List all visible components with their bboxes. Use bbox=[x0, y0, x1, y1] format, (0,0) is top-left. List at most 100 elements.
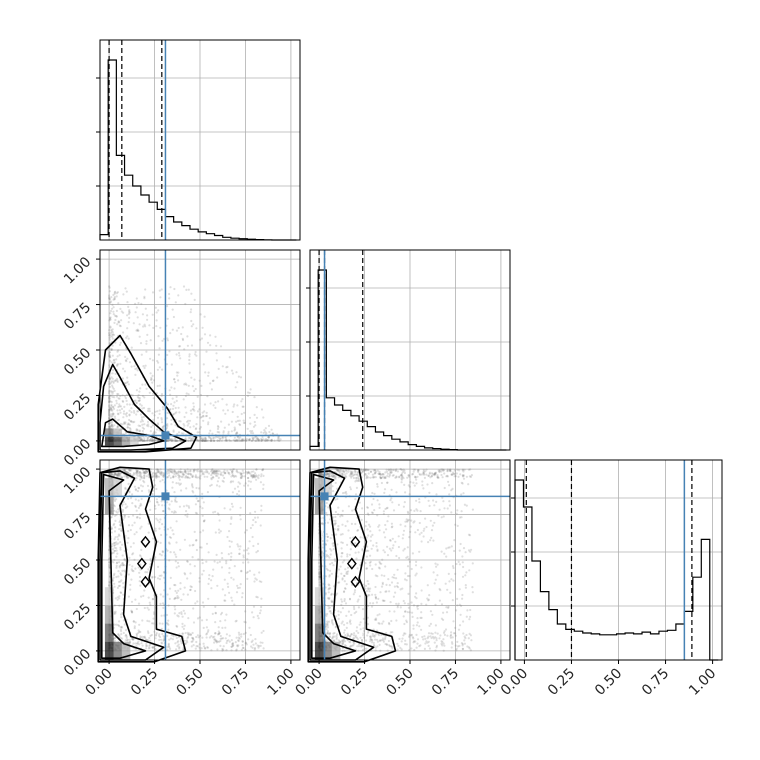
scatter-point bbox=[241, 469, 244, 472]
scatter-point bbox=[123, 564, 126, 567]
scatter-point bbox=[359, 536, 362, 539]
scatter-point bbox=[417, 604, 420, 607]
scatter-point bbox=[110, 380, 113, 383]
scatter-point bbox=[108, 584, 111, 587]
scatter-point bbox=[108, 355, 111, 358]
scatter-point bbox=[108, 334, 111, 337]
scatter-point bbox=[195, 486, 198, 490]
scatter-point bbox=[115, 377, 119, 380]
scatter-point bbox=[121, 423, 124, 426]
scatter-point bbox=[340, 622, 343, 625]
scatter-point bbox=[230, 517, 233, 520]
scatter-point bbox=[460, 604, 463, 608]
scatter-point bbox=[206, 646, 209, 649]
scatter-point bbox=[128, 413, 131, 416]
scatter-point bbox=[203, 645, 206, 648]
ytick-label-2-2: 0.50 bbox=[61, 555, 94, 588]
scatter-point bbox=[369, 564, 372, 567]
scatter-point bbox=[186, 515, 189, 518]
scatter-point bbox=[170, 423, 173, 426]
scatter-point bbox=[113, 637, 116, 640]
scatter-point bbox=[382, 549, 385, 552]
scatter-point bbox=[255, 468, 258, 471]
scatter-point bbox=[400, 468, 403, 471]
scatter-point bbox=[151, 439, 154, 442]
scatter-point bbox=[260, 473, 263, 476]
scatter-point bbox=[117, 405, 120, 409]
scatter-point bbox=[258, 439, 261, 442]
scatter-point bbox=[236, 586, 240, 590]
scatter-point bbox=[187, 384, 190, 387]
scatter-point bbox=[117, 302, 120, 305]
scatter-point bbox=[242, 554, 245, 557]
scatter-point bbox=[462, 620, 465, 623]
scatter-point bbox=[238, 423, 241, 426]
scatter-point bbox=[138, 623, 141, 626]
scatter-point bbox=[199, 438, 202, 441]
scatter-point bbox=[109, 382, 112, 385]
scatter-point bbox=[126, 327, 129, 330]
scatter-point bbox=[462, 632, 465, 635]
scatter-point bbox=[177, 294, 180, 297]
scatter-point bbox=[111, 333, 114, 336]
scatter-point bbox=[114, 290, 117, 293]
scatter-point bbox=[126, 476, 129, 479]
scatter-point bbox=[259, 641, 262, 644]
scatter-point bbox=[160, 638, 163, 641]
scatter-point bbox=[367, 582, 370, 586]
scatter-point bbox=[122, 400, 125, 403]
scatter-point bbox=[356, 529, 360, 532]
scatter-point bbox=[118, 521, 121, 524]
scatter-point bbox=[112, 551, 115, 554]
scatter-point bbox=[149, 603, 152, 606]
scatter-point bbox=[109, 381, 112, 384]
scatter-point bbox=[126, 471, 129, 474]
scatter-point bbox=[340, 603, 343, 607]
scatter-point bbox=[108, 351, 111, 354]
scatter-point bbox=[131, 565, 134, 568]
scatter-point bbox=[160, 472, 163, 475]
scatter-point bbox=[450, 631, 453, 634]
scatter-point bbox=[460, 481, 463, 484]
scatter-point bbox=[202, 439, 205, 442]
scatter-point bbox=[416, 617, 419, 620]
scatter-point bbox=[413, 520, 416, 523]
scatter-point bbox=[226, 639, 229, 643]
scatter-point bbox=[146, 438, 149, 441]
scatter-point bbox=[336, 497, 339, 501]
scatter-point bbox=[124, 422, 127, 425]
scatter-point bbox=[115, 547, 118, 550]
scatter-point bbox=[173, 605, 176, 608]
scatter-point bbox=[407, 606, 410, 609]
scatter-point bbox=[190, 344, 194, 347]
scatter-point bbox=[142, 636, 146, 639]
scatter-point bbox=[111, 377, 114, 380]
scatter-point bbox=[117, 397, 120, 400]
scatter-point bbox=[378, 529, 381, 532]
scatter-point bbox=[120, 625, 123, 629]
scatter-point bbox=[112, 474, 115, 477]
scatter-point bbox=[201, 470, 204, 473]
scatter-point bbox=[112, 407, 116, 410]
scatter-point bbox=[149, 430, 152, 433]
scatter-point bbox=[170, 470, 173, 473]
scatter-point bbox=[128, 309, 131, 312]
scatter-point bbox=[116, 291, 119, 294]
xtick-label-0-0: 0.00 bbox=[83, 666, 116, 699]
scatter-point bbox=[236, 471, 239, 474]
scatter-point bbox=[137, 499, 140, 502]
scatter-point bbox=[218, 531, 221, 534]
scatter-point bbox=[113, 546, 116, 549]
scatter-point bbox=[110, 361, 113, 364]
scatter-point bbox=[353, 607, 356, 611]
scatter-point bbox=[255, 435, 258, 438]
scatter-point bbox=[133, 365, 136, 368]
scatter-point bbox=[430, 529, 434, 532]
scatter-point bbox=[242, 421, 245, 424]
scatter-point bbox=[465, 475, 468, 478]
scatter-point bbox=[185, 510, 188, 513]
scatter-point bbox=[127, 423, 130, 426]
scatter-point bbox=[432, 637, 435, 640]
scatter-point bbox=[118, 534, 121, 537]
scatter-point bbox=[144, 469, 147, 473]
